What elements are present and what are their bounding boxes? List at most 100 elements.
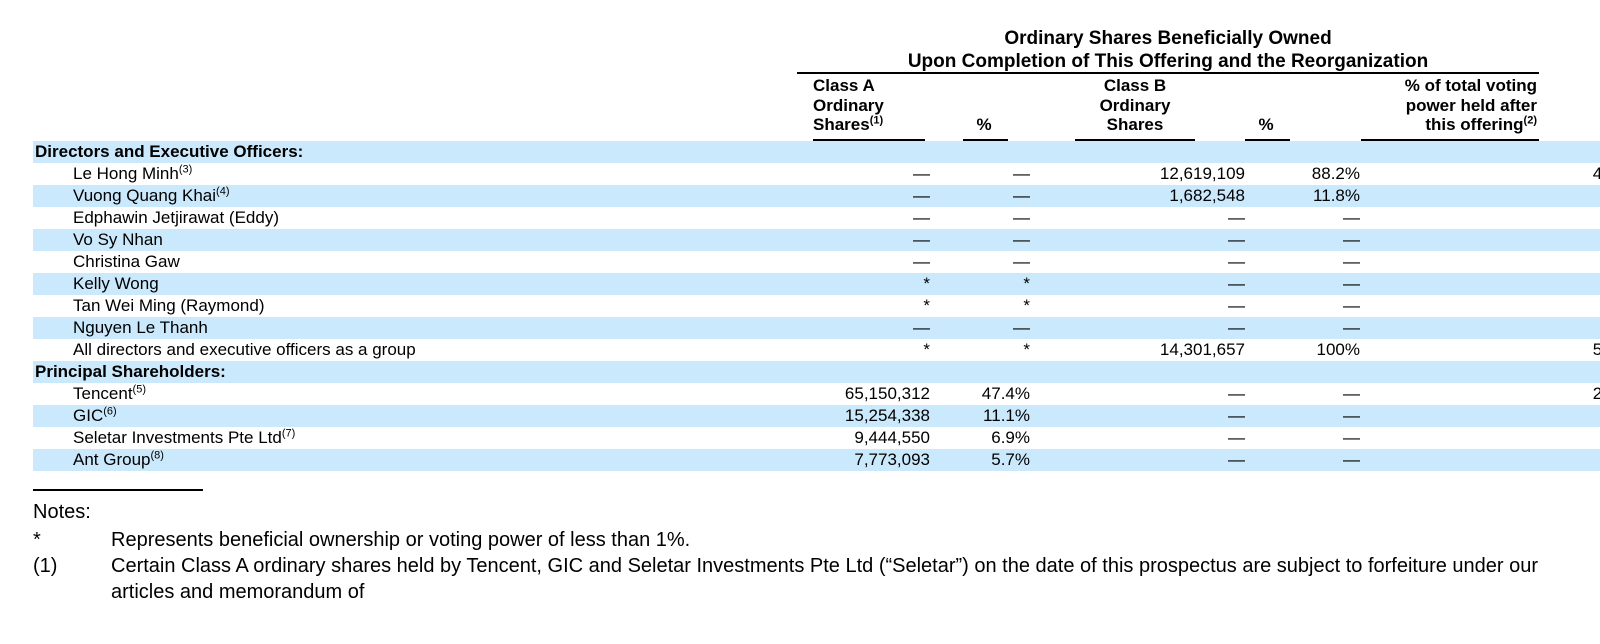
cell-class-a-percent: 6.9% xyxy=(991,428,1030,447)
column-header-line-2: power held after xyxy=(1405,95,1537,115)
row-label-text: Tan Wei Ming (Raymond) xyxy=(73,296,265,315)
cell-class-b-percent: 88.2% xyxy=(1311,164,1360,183)
cell-class-a-shares: * xyxy=(923,296,930,315)
cell-class-b-percent: — xyxy=(1343,230,1360,249)
cell-class-b-shares: — xyxy=(1228,230,1245,249)
footnote-text: Certain Class A ordinary shares held by … xyxy=(111,555,1539,603)
column-header-line-2 xyxy=(940,96,1028,116)
row-label: Tencent(5) xyxy=(33,383,795,405)
table-row: Ant Group(8) 7,773,093 5.7% — — 2.8% xyxy=(33,449,1600,471)
row-label-text: Principal Shareholders: xyxy=(35,362,226,381)
cell-class-b-percent xyxy=(1280,361,1385,383)
footnote-marker: (1) xyxy=(33,555,58,577)
footnote-item: (1) Certain Class A ordinary shares held… xyxy=(33,553,1543,605)
footnote-ref: (4) xyxy=(216,185,230,198)
column-header-line-3: this offering(2) xyxy=(1425,114,1537,134)
table-row: Tan Wei Ming (Raymond) * * — — * xyxy=(33,295,1600,317)
row-label: Vo Sy Nhan xyxy=(33,229,795,251)
cell-class-b-shares: — xyxy=(1228,208,1245,227)
row-label-text: Vuong Quang Khai xyxy=(73,186,217,205)
table-row: Vuong Quang Khai(4) — — 1,682,548 11.8% 6.0% xyxy=(33,185,1600,207)
cell-class-a-percent xyxy=(945,141,1055,163)
beneficial-ownership-table: Directors and Executive Officers: Le Hong… xyxy=(33,141,1600,471)
cell-class-a-shares: * xyxy=(923,274,930,293)
column-header-class-b-ordinary-shares: Class B Ordinary Shares xyxy=(1040,76,1230,135)
cell-class-a-shares: — xyxy=(913,208,930,227)
table-row: Christina Gaw — — — — xyxy=(33,251,1600,273)
row-label-text: Vo Sy Nhan xyxy=(73,230,163,249)
row-label: GIC(6) xyxy=(33,405,795,427)
row-label: Le Hong Minh(3) xyxy=(33,163,795,185)
cell-class-a-percent: — xyxy=(1013,208,1030,227)
table-row: GIC(6) 15,254,338 11.1% — — 5.4% xyxy=(33,405,1600,427)
cell-class-b-shares: — xyxy=(1228,274,1245,293)
column-header-line-2: Ordinary xyxy=(813,95,884,115)
span-header-line-2: Upon Completion of This Offering and the… xyxy=(907,51,1429,72)
column-header-line-3: Shares xyxy=(1106,115,1164,134)
row-label-text: Ant Group xyxy=(73,450,151,469)
cell-class-a-shares: — xyxy=(913,186,930,205)
cell-class-b-shares: 12,619,109 xyxy=(1159,164,1245,183)
footnote-text: Represents beneficial ownership or votin… xyxy=(111,529,691,551)
cell-total-voting-power: 6.0% xyxy=(1385,185,1600,207)
cell-class-b-shares: — xyxy=(1228,296,1245,315)
cell-total-voting-power xyxy=(1385,361,1600,383)
cell-class-b-percent xyxy=(1280,141,1385,163)
cell-class-a-shares: — xyxy=(913,230,930,249)
column-header-class-a-percent: % xyxy=(940,76,1028,135)
column-rule-class-b xyxy=(1075,139,1195,141)
table-section-row: Directors and Executive Officers: xyxy=(33,141,1600,163)
column-header-line-1: Class A xyxy=(813,76,875,95)
footnote-item: * Represents beneficial ownership or vot… xyxy=(33,527,1543,553)
table-row: Vo Sy Nhan — — — — xyxy=(33,229,1600,251)
cell-class-b-shares: — xyxy=(1228,252,1245,271)
column-rule-class-a-percent xyxy=(963,139,1008,141)
column-rule-class-a xyxy=(813,139,925,141)
row-label-text: Edphawin Jetjirawat (Eddy) xyxy=(73,208,279,227)
cell-class-b-percent: — xyxy=(1343,428,1360,447)
cell-class-b-shares: 1,682,548 xyxy=(1169,186,1245,205)
table-row: Le Hong Minh(3) — — 12,619,109 88.2% 45.0% xyxy=(33,163,1600,185)
cell-class-b-percent: — xyxy=(1343,208,1360,227)
cell-class-b-percent: — xyxy=(1343,274,1360,293)
cell-class-a-percent: — xyxy=(1013,252,1030,271)
cell-class-a-percent: 47.4% xyxy=(981,384,1030,403)
cell-class-a-shares: 9,444,550 xyxy=(854,428,930,447)
row-label: Principal Shareholders: xyxy=(33,361,795,383)
column-header-line-1: Class B xyxy=(1103,76,1167,95)
column-header-line-2 xyxy=(1222,96,1310,116)
row-label: Ant Group(8) xyxy=(33,449,795,471)
row-label-text: Le Hong Minh xyxy=(73,164,179,183)
cell-class-b-shares: 14,301,657 xyxy=(1159,340,1245,359)
cell-class-b-percent: — xyxy=(1343,384,1360,403)
footnote-ref: (1) xyxy=(869,114,884,127)
cell-class-a-shares: — xyxy=(913,318,930,337)
row-label-text: Kelly Wong xyxy=(73,274,159,293)
cell-total-voting-power: — xyxy=(1385,207,1600,229)
row-label-text: Tencent xyxy=(73,384,133,403)
table-row: All directors and executive officers as … xyxy=(33,339,1600,361)
column-header-line-3: % xyxy=(976,115,992,134)
column-header-line-2: Ordinary xyxy=(1099,95,1171,115)
cell-total-voting-power: — xyxy=(1385,317,1600,339)
cell-class-a-percent: 11.1% xyxy=(983,406,1030,425)
cell-class-b-shares: — xyxy=(1228,450,1245,469)
cell-class-b-shares: — xyxy=(1228,318,1245,337)
cell-class-a-percent: * xyxy=(1023,340,1030,359)
cell-class-b-shares xyxy=(1055,361,1280,383)
cell-class-a-percent: 5.7% xyxy=(991,450,1030,469)
cell-class-b-percent: — xyxy=(1343,296,1360,315)
cell-class-b-percent: 11.8% xyxy=(1313,186,1360,205)
cell-class-b-shares: — xyxy=(1228,384,1245,403)
column-header-line-1: % of total voting xyxy=(1404,76,1537,95)
cell-class-b-shares: — xyxy=(1228,428,1245,447)
row-label: Tan Wei Ming (Raymond) xyxy=(33,295,795,317)
cell-class-a-shares: 7,773,093 xyxy=(854,450,930,469)
cell-total-voting-power: 5.4% xyxy=(1385,405,1600,427)
row-label: Christina Gaw xyxy=(33,251,795,273)
row-label: Kelly Wong xyxy=(33,273,795,295)
row-label-text: All directors and executive officers as … xyxy=(73,340,416,359)
table-row: Nguyen Le Thanh — — — — — xyxy=(33,317,1600,339)
row-label-text: Christina Gaw xyxy=(73,252,180,271)
cell-class-a-shares xyxy=(795,361,945,383)
